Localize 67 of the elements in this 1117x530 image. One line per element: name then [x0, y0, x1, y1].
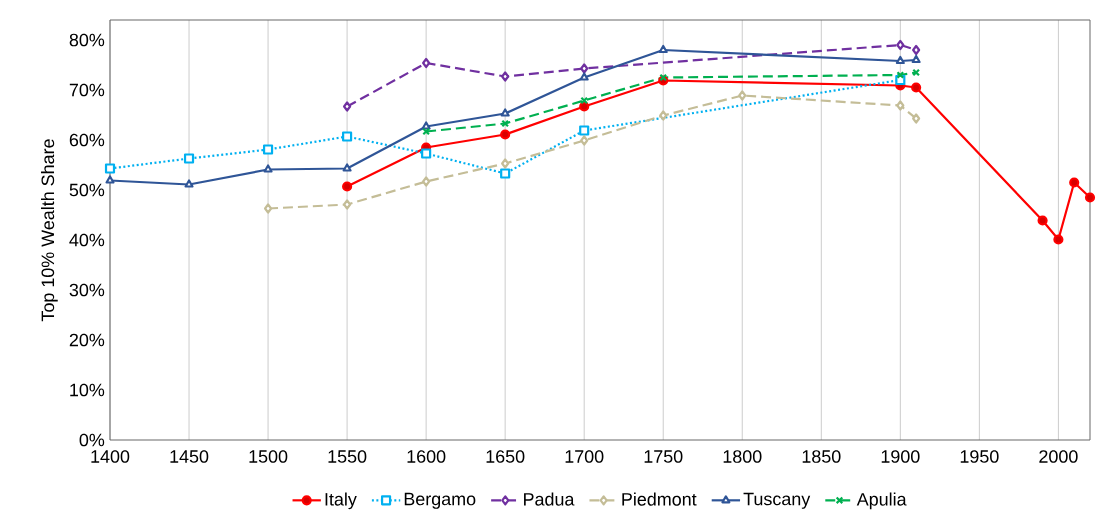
point	[579, 72, 589, 81]
point	[501, 158, 510, 169]
point	[911, 82, 922, 93]
x-tick-label: 1650	[486, 450, 525, 463]
point	[579, 101, 590, 112]
x-tick-label: 1750	[644, 450, 683, 463]
y-tick-label: 20%	[69, 333, 105, 347]
x-tick-label: 1950	[960, 450, 999, 463]
point	[658, 44, 668, 54]
point	[1084, 192, 1096, 203]
point	[1053, 234, 1064, 245]
legend-label: Italy	[325, 492, 357, 510]
y-tick-label: 60%	[69, 133, 105, 147]
point	[911, 54, 921, 64]
point	[896, 39, 905, 51]
y-tick-label: 10%	[70, 383, 105, 397]
x-tick-label: 1850	[802, 450, 841, 463]
point	[421, 148, 432, 159]
x-tick-label: 1550	[328, 450, 367, 463]
y-tick-label: 80%	[69, 33, 105, 47]
legend-label: Bergamo	[404, 492, 476, 509]
point	[342, 163, 352, 172]
point	[263, 203, 273, 214]
point	[659, 110, 668, 121]
point	[1069, 177, 1080, 188]
y-tick-label: 50%	[69, 183, 105, 197]
point	[896, 100, 905, 111]
y-tick-label: 40%	[69, 233, 105, 247]
point	[580, 135, 589, 146]
point	[104, 163, 116, 174]
point	[500, 168, 511, 179]
point	[184, 179, 194, 188]
legend-label: Tuscany	[743, 492, 811, 509]
point	[263, 164, 273, 173]
point	[343, 101, 352, 112]
point	[738, 90, 747, 101]
point	[343, 199, 352, 210]
y-tick-label: 0%	[79, 433, 105, 447]
point	[183, 153, 195, 164]
point	[580, 63, 589, 74]
point	[262, 144, 274, 155]
x-tick-label: 1400	[91, 450, 130, 463]
point	[342, 131, 353, 142]
x-tick-label: 2000	[1039, 450, 1078, 463]
point	[895, 55, 905, 65]
y-tick-label: 70%	[69, 83, 105, 97]
legend-label: Apulia	[856, 492, 907, 510]
point	[500, 108, 510, 117]
point	[501, 71, 510, 82]
x-tick-label: 1800	[723, 450, 762, 463]
x-tick-label: 1450	[170, 450, 209, 463]
point	[500, 129, 511, 140]
x-tick-label: 1600	[407, 450, 446, 463]
legend-label: Piedmont	[622, 492, 697, 506]
x-tick-label: 1500	[249, 450, 288, 463]
legend-label: Padua	[524, 492, 575, 506]
point	[422, 176, 431, 187]
point	[912, 113, 921, 124]
x-tick-label: 1900	[881, 450, 920, 463]
y-tick-label: 30%	[69, 283, 105, 297]
point	[1037, 215, 1048, 226]
x-tick-label: 1700	[565, 450, 604, 463]
point	[422, 57, 431, 69]
point	[342, 181, 353, 192]
point	[912, 44, 921, 56]
point	[579, 125, 590, 136]
y-axis-title: Top 10% Wealth Share	[41, 139, 58, 322]
